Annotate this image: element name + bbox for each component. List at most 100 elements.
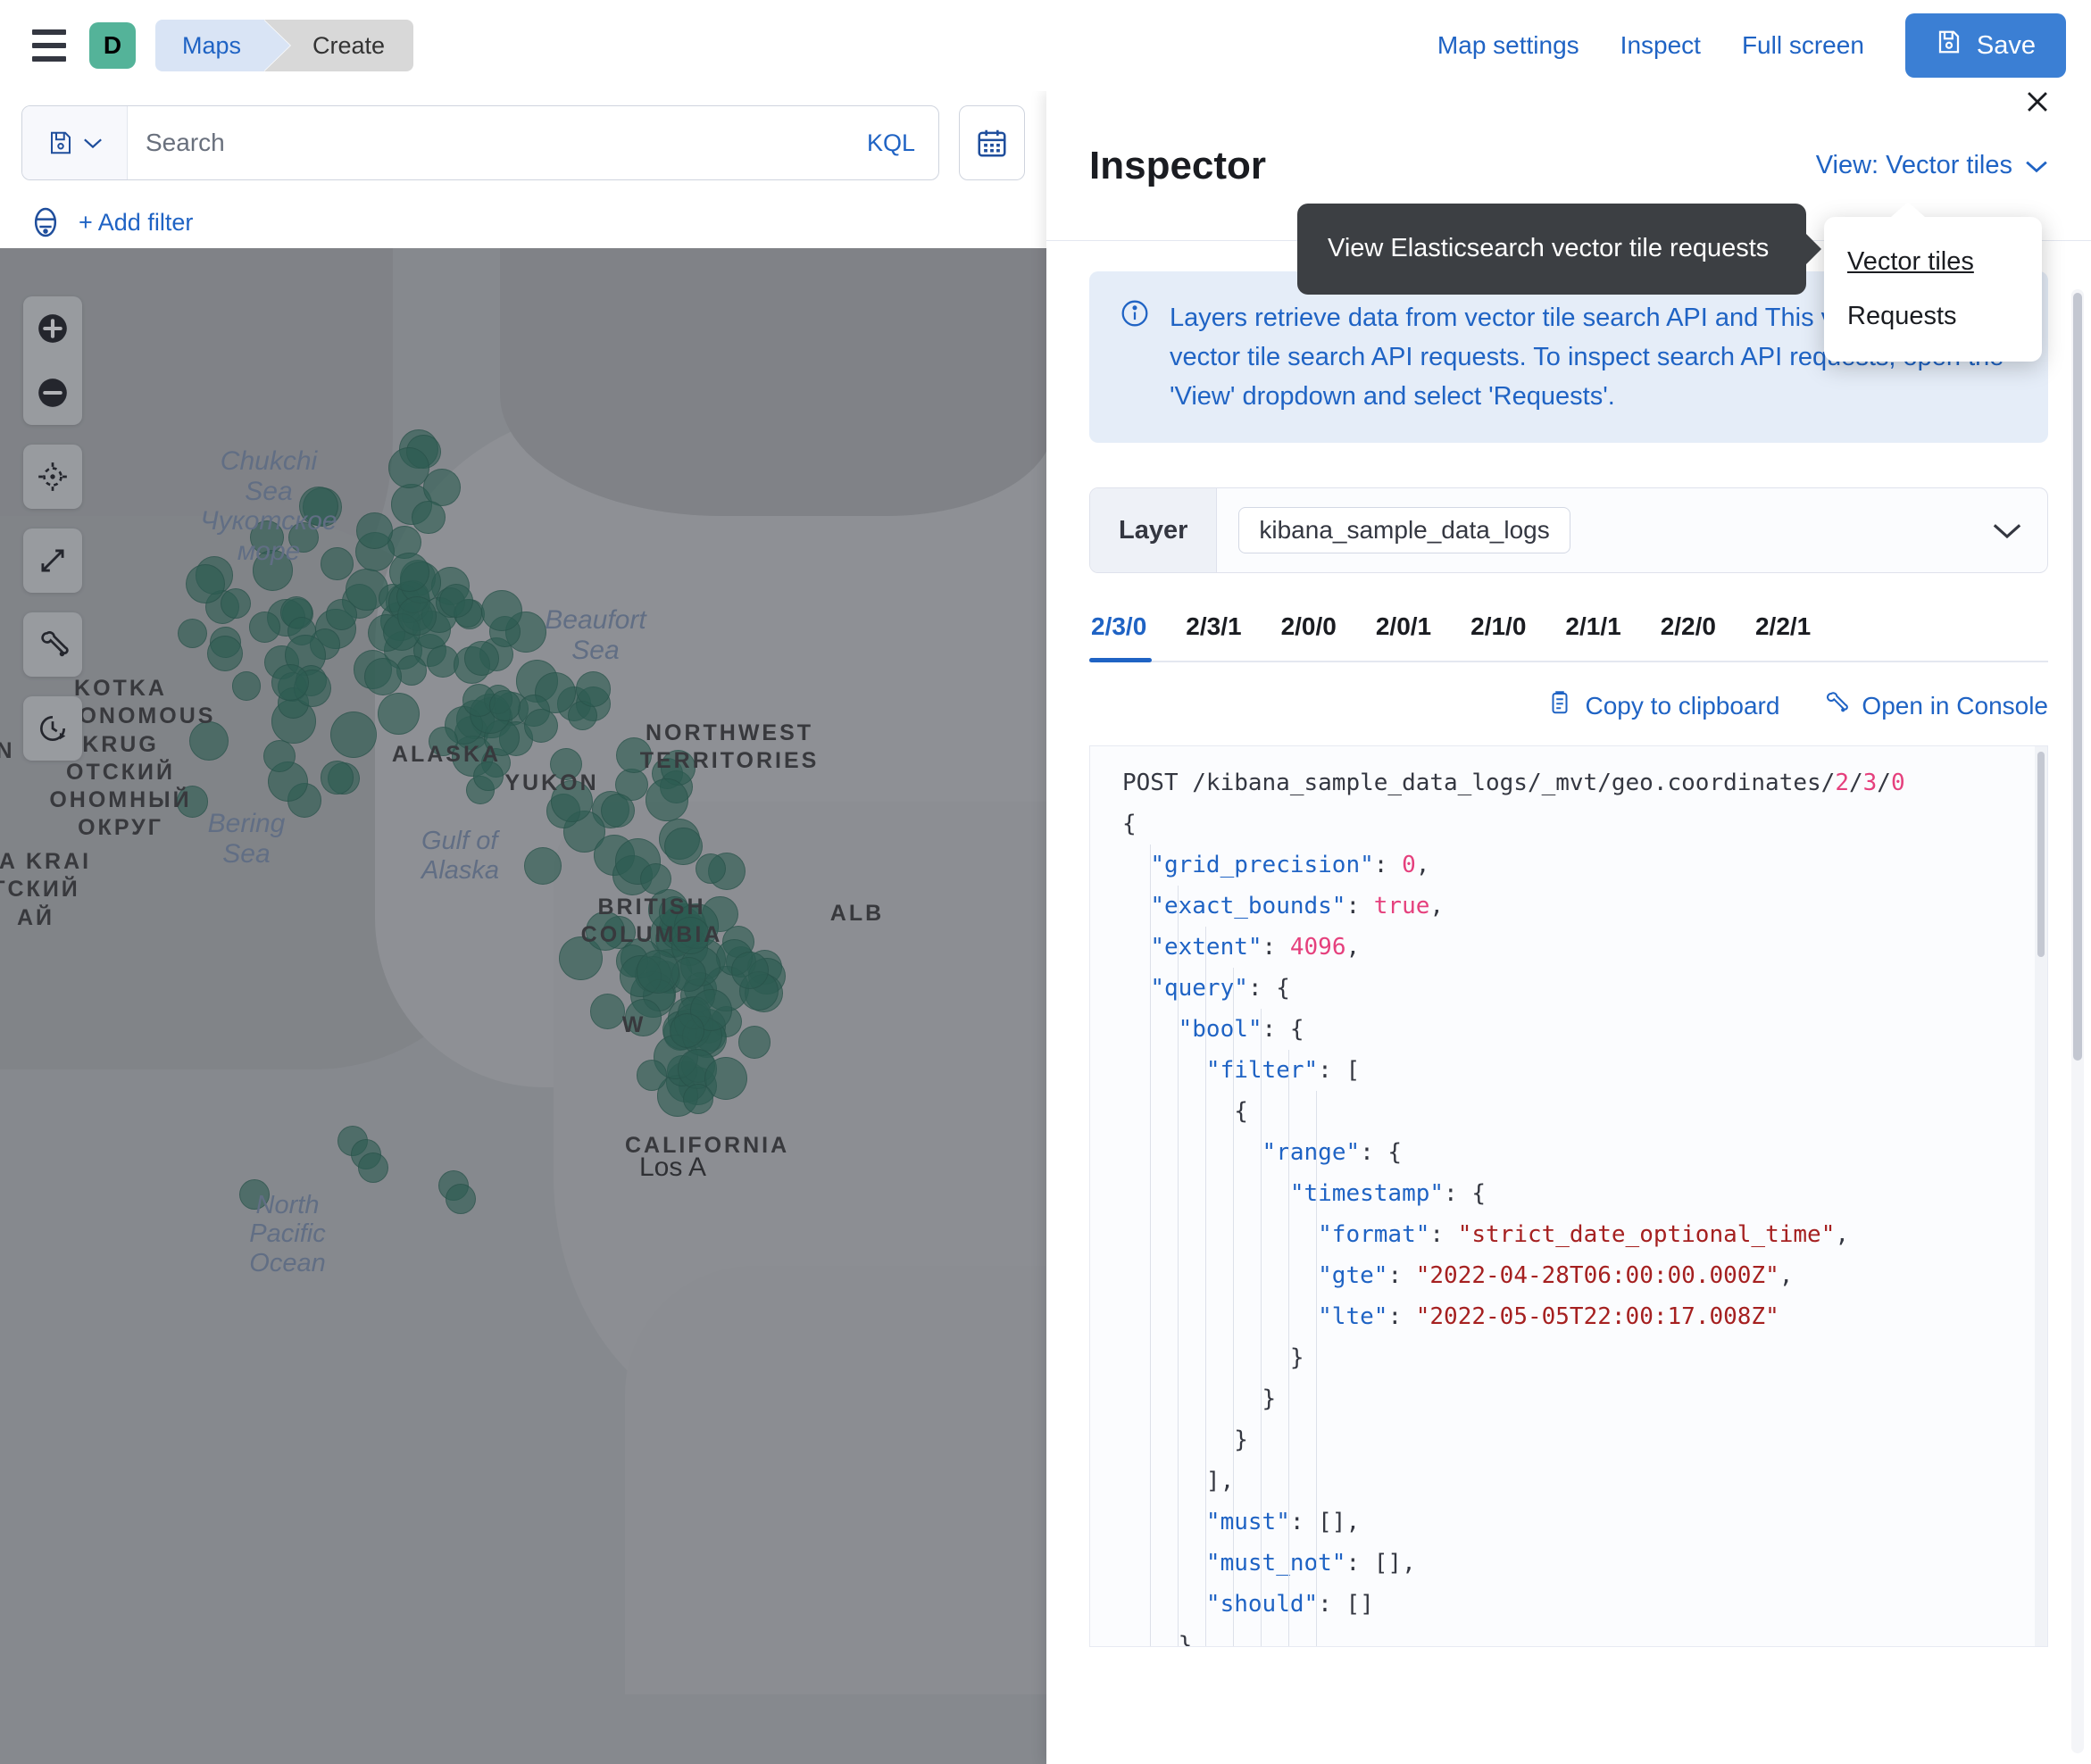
code-scrollbar[interactable]: [2035, 746, 2047, 1647]
map-data-point: [639, 862, 671, 894]
map-data-point: [624, 999, 662, 1036]
map-data-point: [356, 512, 393, 549]
code-line: "lte": "2022-05-05T22:00:17.008Z": [1318, 1303, 1779, 1331]
tools-icon[interactable]: [23, 612, 82, 677]
copy-label: Copy to clipboard: [1585, 691, 1780, 720]
map-canvas[interactable]: Chukchi Sea Чукотское море Beaufort Sea Be…: [0, 248, 1046, 1764]
landmass-arctic: [500, 248, 1046, 516]
fullscreen-icon[interactable]: [23, 528, 82, 593]
map-data-point: [220, 587, 252, 620]
map-data-point: [397, 596, 437, 636]
tile-tab-2-0-0[interactable]: 2/0/0: [1280, 612, 1337, 641]
layer-value-wrap: kibana_sample_data_logs: [1217, 488, 1967, 572]
map-data-point: [389, 552, 429, 593]
save-button-label: Save: [1976, 30, 2036, 60]
map-data-point: [589, 994, 626, 1029]
map-data-point: [299, 486, 339, 526]
save-icon: [1936, 29, 1962, 62]
clipboard-icon: [1546, 689, 1573, 722]
code-line: "extent": 4096,: [1150, 934, 1361, 961]
map-data-point: [326, 599, 357, 630]
view-tooltip: View Elasticsearch vector tile requests: [1297, 204, 1806, 295]
request-code-block[interactable]: POST /kibana_sample_data_logs/_mvt/geo.c…: [1089, 745, 2048, 1648]
map-data-point: [321, 547, 354, 580]
inspector-body: Layers retrieve data from vector tile se…: [1046, 241, 2091, 1764]
popover-item-requests[interactable]: Requests: [1847, 302, 1957, 330]
timeslider-icon[interactable]: [23, 696, 82, 761]
breadcrumb-item-maps[interactable]: Maps: [155, 20, 291, 71]
layer-selector[interactable]: Layer kibana_sample_data_logs: [1089, 487, 2048, 574]
map-data-point: [671, 916, 710, 955]
code-line: {: [1234, 1098, 1248, 1126]
map-data-point: [239, 1179, 270, 1210]
filter-icon[interactable]: [27, 204, 64, 241]
tile-tab-2-1-0[interactable]: 2/1/0: [1470, 612, 1527, 641]
copy-to-clipboard-button[interactable]: Copy to clipboard: [1546, 689, 1780, 722]
view-selector-button[interactable]: View: Vector tiles: [1816, 151, 2048, 180]
page-title: Inspector: [1089, 143, 1267, 187]
query-bar: KQL: [0, 91, 1046, 248]
inspect-button[interactable]: Inspect: [1620, 31, 1701, 59]
map-data-point: [446, 1184, 476, 1214]
map-data-point: [576, 671, 612, 707]
map-data-point: [586, 911, 626, 952]
code-line: "filter": [: [1205, 1057, 1361, 1085]
map-data-point: [464, 641, 499, 676]
map-data-point: [288, 521, 320, 553]
map-data-point: [329, 711, 377, 759]
code-line: {: [1122, 811, 1137, 838]
fullscreen-control: [23, 528, 82, 593]
inspector-panel: Inspector View: Vector tiles Layers retr…: [1046, 91, 2091, 1764]
tile-tab-2-1-1[interactable]: 2/1/1: [1565, 612, 1621, 641]
indent-guide: [1205, 927, 1206, 1647]
map-data-point: [489, 690, 521, 721]
console-label: Open in Console: [1862, 691, 2048, 720]
request-line: POST /kibana_sample_data_logs/_mvt/geo.c…: [1122, 770, 1905, 797]
map-data-point: [364, 658, 403, 695]
code-line: "format": "strict_date_optional_time",: [1318, 1221, 1849, 1249]
layer-value: kibana_sample_data_logs: [1238, 507, 1570, 554]
full-screen-button[interactable]: Full screen: [1741, 31, 1864, 59]
view-popover: Vector tiles Requests: [1824, 202, 2042, 362]
map-data-point: [664, 827, 704, 866]
add-filter-button[interactable]: + Add filter: [79, 208, 194, 236]
code-line: "must": [],: [1205, 1509, 1361, 1536]
save-button[interactable]: Save: [1904, 13, 2066, 78]
map-data-point: [636, 950, 680, 994]
map-data-point: [600, 794, 635, 828]
zoom-in-icon[interactable]: [23, 296, 82, 361]
map-settings-button[interactable]: Map settings: [1437, 31, 1579, 59]
avatar[interactable]: D: [89, 22, 136, 69]
code-line: }: [1262, 1385, 1277, 1413]
map-data-point: [438, 583, 474, 618]
tile-tab-2-2-1[interactable]: 2/2/1: [1754, 612, 1812, 641]
code-line: "must_not": [],: [1205, 1550, 1416, 1577]
close-icon[interactable]: [2012, 77, 2062, 127]
zoom-out-icon[interactable]: [23, 361, 82, 425]
code-line: }: [1289, 1344, 1304, 1372]
code-line: ],: [1205, 1468, 1235, 1495]
layer-chevron-down-icon[interactable]: [1967, 488, 2047, 572]
tile-tab-2-3-1[interactable]: 2/3/1: [1186, 612, 1242, 641]
tile-tab-2-3-0[interactable]: 2/3/0: [1089, 612, 1166, 663]
fit-to-data-icon[interactable]: [23, 445, 82, 509]
map-area: KQL: [0, 91, 1046, 1764]
open-in-console-button[interactable]: Open in Console: [1822, 689, 2048, 722]
tile-tab-2-0-1[interactable]: 2/0/1: [1375, 612, 1432, 641]
popover-item-vector-tiles[interactable]: Vector tiles: [1847, 247, 1974, 276]
menu-icon[interactable]: [25, 21, 73, 70]
saved-query-button[interactable]: [22, 106, 128, 179]
search-input[interactable]: [128, 106, 844, 179]
date-picker-button[interactable]: [959, 105, 1025, 180]
panel-scrollbar[interactable]: [2071, 289, 2084, 1753]
kql-toggle[interactable]: KQL: [866, 129, 915, 156]
info-icon: [1120, 298, 1150, 416]
tile-tab-2-2-0[interactable]: 2/2/0: [1660, 612, 1716, 641]
chevron-down-icon: [2025, 151, 2048, 180]
tile-tabs: 2/3/0 2/3/1 2/0/0 2/0/1 2/1/0 2/1/1 2/2/0 2/2/1: [1089, 612, 2048, 663]
map-data-point: [177, 618, 207, 649]
search-box: KQL: [21, 105, 939, 180]
code-line: "range": {: [1262, 1139, 1403, 1167]
map-data-point: [669, 1013, 704, 1049]
